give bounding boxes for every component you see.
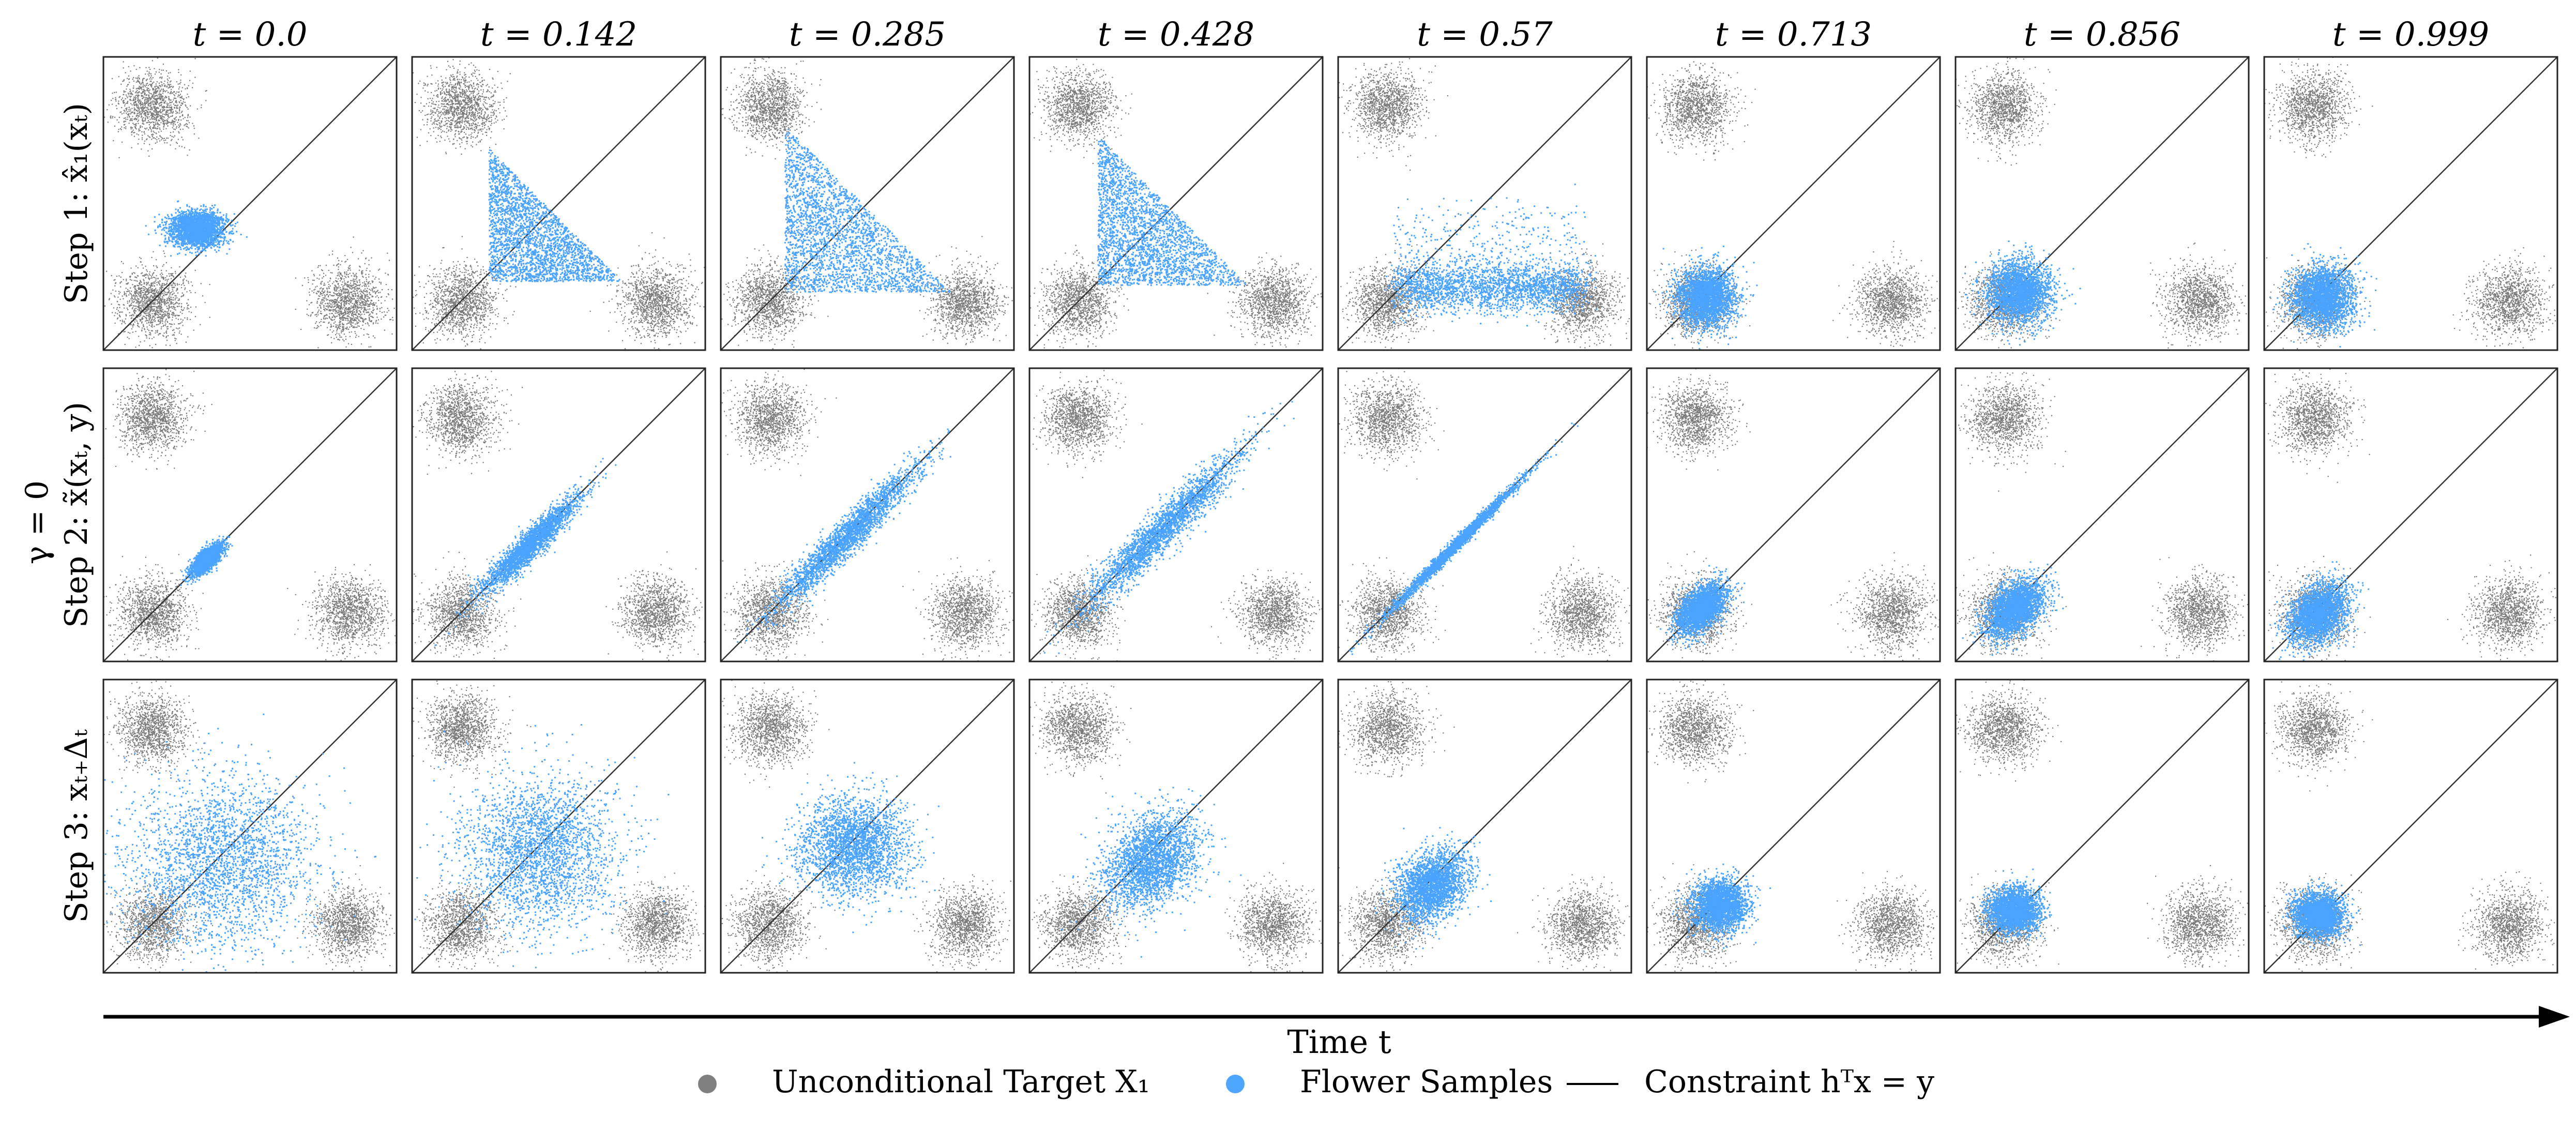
target-points <box>705 671 1022 983</box>
column-title-t7: t = 0.999 <box>2332 16 2489 54</box>
flower-points <box>145 201 248 257</box>
panel-r1-c7 <box>1949 54 2271 362</box>
legend-marker <box>1226 1075 1245 1093</box>
panel-r3-c4 <box>1012 675 1331 978</box>
legend: Unconditional Target X₁ Flower Samples Con… <box>698 1064 1934 1100</box>
flower-points <box>1374 827 1492 950</box>
panel-r1-c2 <box>407 47 711 368</box>
target-points <box>1330 679 1634 989</box>
panel-r3-c8 <box>2259 680 2557 978</box>
flower-points <box>762 762 940 933</box>
flower-points <box>2263 561 2369 664</box>
flower-points <box>405 724 670 968</box>
legend-label: Constraint hᵀx = y <box>1644 1064 1934 1100</box>
column-title-t3: t = 0.428 <box>1098 16 1254 54</box>
flower-points <box>1097 139 1246 286</box>
row-label-step2: Step 2: x̃(xₜ, y) <box>58 402 95 628</box>
target-points <box>407 47 711 368</box>
flower-points <box>1334 423 1579 669</box>
target-points <box>1009 44 1334 358</box>
column-title-t5: t = 0.713 <box>1715 16 1872 54</box>
target-points <box>1949 54 2271 362</box>
panel-r3-c6 <box>1622 666 1948 986</box>
constraint-line <box>103 368 397 661</box>
flower-points <box>180 535 233 586</box>
flower-points <box>488 149 620 282</box>
column-title-t1: t = 0.142 <box>480 16 637 54</box>
target-points <box>1024 364 1329 685</box>
panel-r1-c8 <box>2258 52 2562 359</box>
panel-r2-c4 <box>1018 364 1329 685</box>
panel-r3-c3 <box>705 671 1022 983</box>
panel-r1-c4 <box>1009 44 1334 358</box>
panel-r3-c1 <box>42 668 410 1010</box>
panel-r2-c5 <box>1329 365 1638 677</box>
legend-item-2: Flower Samples <box>1226 1064 1553 1100</box>
panel-r3-c5 <box>1330 679 1634 989</box>
flower-points <box>1964 240 2081 345</box>
column-title-t4: t = 0.57 <box>1417 16 1553 54</box>
panel-r2-c7 <box>1936 366 2255 669</box>
group-label: γ = 0 <box>19 480 55 564</box>
flower-points <box>784 129 950 293</box>
flower-points <box>2282 878 2361 951</box>
legend-item-3: Constraint hᵀx = y <box>1567 1064 1934 1100</box>
column-title-t6: t = 0.856 <box>2024 16 2180 54</box>
row-label-step3: Step 3: xₜ₊Δₜ <box>58 729 95 923</box>
time-arrow-head <box>2539 1006 2570 1028</box>
flower-points <box>1018 401 1295 665</box>
target-points <box>1325 49 1645 365</box>
target-points <box>1622 666 1948 986</box>
panel-r2-c2 <box>407 364 715 675</box>
x-axis-label: Time t <box>1287 1023 1391 1061</box>
panel-r3-c2 <box>397 680 706 981</box>
legend-marker <box>698 1075 717 1093</box>
target-points <box>1942 680 2254 994</box>
row-label-step1: Step 1: x̂₁(xₜ) <box>58 103 95 304</box>
legend-label: Unconditional Target X₁ <box>772 1064 1150 1100</box>
panel-r2-c3 <box>710 366 1025 676</box>
target-points <box>84 49 416 372</box>
column-titles: t = 0.0 t = 0.142 t = 0.285 t = 0.428 t = 0.… <box>193 16 2490 54</box>
panel-r1-c3 <box>713 42 1023 363</box>
legend-item-1: Unconditional Target X₁ <box>698 1064 1150 1100</box>
target-points <box>92 369 418 681</box>
panel-r3-c7 <box>1942 680 2254 994</box>
column-title-t0: t = 0.0 <box>193 16 308 54</box>
flower-points <box>1655 246 1758 350</box>
panel-r1-c1 <box>84 49 416 372</box>
target-points <box>1644 53 1946 358</box>
target-points <box>1936 366 2255 669</box>
row-labels: Step 1: x̂₁(xₜ) Step 2: x̃(xₜ, y) Step 3: … <box>58 103 95 923</box>
panel-r1-c5 <box>1325 49 1645 365</box>
column-title-t2: t = 0.285 <box>789 16 946 54</box>
panel-grid <box>42 42 2566 1010</box>
legend-label: Flower Samples <box>1300 1064 1553 1100</box>
panel-r2-c1 <box>92 368 418 681</box>
panel-r1-c6 <box>1644 53 1946 358</box>
panel-r2-c6 <box>1627 368 1947 674</box>
panel-r2-c8 <box>2259 368 2566 669</box>
